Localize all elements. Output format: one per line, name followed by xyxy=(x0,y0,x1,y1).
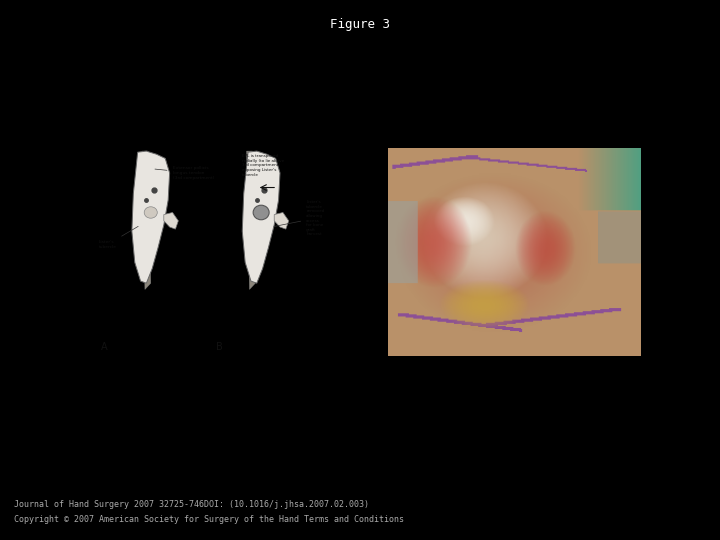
Text: B: B xyxy=(216,342,223,352)
Text: Journal of Hand Surgery 2007 32725-746DOI: (10.1016/j.jhsa.2007.02.003): Journal of Hand Surgery 2007 32725-746DO… xyxy=(14,500,369,509)
Text: A: A xyxy=(102,342,108,352)
Text: Lister's
tubercle
removed
allowing
access
for bone
graft
harvest: Lister's tubercle removed allowing acces… xyxy=(274,200,325,237)
Polygon shape xyxy=(164,212,179,229)
Text: Extensor pollicis
longus tendon
(3rd compartment): Extensor pollicis longus tendon (3rd com… xyxy=(155,166,214,180)
Ellipse shape xyxy=(253,205,269,220)
Ellipse shape xyxy=(144,207,157,218)
Polygon shape xyxy=(242,151,280,283)
Text: Figure 3: Figure 3 xyxy=(330,18,390,31)
Polygon shape xyxy=(132,151,170,283)
Polygon shape xyxy=(247,151,256,289)
Text: Copyright © 2007 American Society for Surgery of the Hand Terms and Conditions: Copyright © 2007 American Society for Su… xyxy=(14,515,405,524)
Polygon shape xyxy=(274,212,289,229)
Text: Lister's
tubercle: Lister's tubercle xyxy=(99,226,138,249)
Text: EPL is transposed
radially (to lie above
3rd compartment)
exposing Lister's
tube: EPL is transposed radially (to lie above… xyxy=(242,154,284,177)
Polygon shape xyxy=(142,151,150,289)
